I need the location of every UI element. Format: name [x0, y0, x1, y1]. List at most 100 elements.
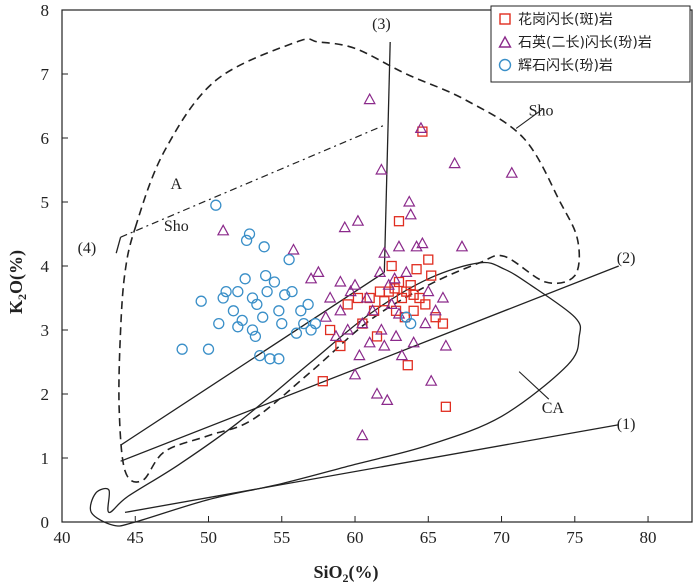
quartz-diorite-point	[389, 329, 403, 341]
y-tick-label: 2	[41, 385, 50, 404]
field-label: A	[170, 176, 182, 193]
y-tick-label: 8	[41, 1, 50, 20]
pyroxene-diorite-point	[213, 317, 225, 330]
field-boundaries	[89, 38, 619, 527]
legend: 花岗闪长(斑)岩 石英(二长)闪长(玢)岩 辉石闪长(玢)岩	[490, 5, 691, 83]
quartz-diorite-point	[375, 323, 388, 335]
granodiorite-point	[352, 292, 364, 304]
pyroxene-diorite-point	[268, 276, 281, 288]
x-tick-label: 55	[273, 528, 290, 547]
quartz-diorite-point	[385, 297, 398, 309]
pyroxene-diorite-point	[309, 317, 322, 330]
granodiorite-point	[374, 286, 386, 297]
granodiorite-point	[317, 376, 328, 387]
granodiorite-point	[437, 318, 449, 329]
granodiorite-point	[423, 254, 434, 265]
quartz-diorite-point	[455, 240, 469, 252]
pyroxene-diorite-point	[295, 305, 307, 317]
quartz-diorite-point	[363, 92, 376, 105]
quartz-diorite-point	[370, 387, 384, 399]
y-tick-label: 0	[41, 513, 50, 532]
quartz-diorite-point	[414, 121, 428, 133]
quartz-diorite-point	[373, 265, 387, 277]
x-tick-label: 70	[493, 528, 510, 547]
quartz-diorite-point	[216, 224, 230, 236]
quartz-diorite-point	[436, 291, 450, 303]
field-label: CA	[542, 400, 565, 417]
pyroxene-diorite-point	[249, 330, 262, 343]
x-tick-label: 75	[566, 528, 583, 547]
pyroxene-diorite-point	[257, 311, 269, 323]
granodiorite-point	[342, 299, 353, 310]
plot-frame	[61, 9, 693, 523]
x-tick-label: 80	[640, 528, 657, 547]
quartz-diorite-point	[416, 236, 429, 249]
quartz-diorite-point	[375, 163, 388, 175]
y-tick-label: 6	[41, 129, 50, 148]
quartz-diorite-point	[334, 275, 347, 287]
legend-label-pyroxene-diorite: 辉石闪长(玢)岩	[518, 58, 613, 74]
quartz-diorite-point	[353, 348, 366, 361]
pyroxene-diorite-point	[239, 273, 251, 285]
quartz-diorite-point	[360, 291, 373, 303]
granodiorite-point	[389, 283, 400, 294]
pyroxene-diorite-point	[260, 269, 272, 282]
y-tick-label: 1	[41, 449, 50, 468]
quartz-diorite-point	[312, 265, 325, 277]
y-tick-label: 7	[41, 65, 50, 84]
boundary-line-4-tick	[115, 237, 122, 254]
quartz-diorite-point	[348, 278, 362, 290]
pyroxene-diorite-point	[258, 241, 270, 253]
quartz-diorite-point	[381, 393, 394, 405]
x-tick-label: 45	[127, 528, 144, 547]
pyroxene-diorite-point	[276, 317, 288, 330]
quartz-diorite-point	[407, 336, 420, 348]
x-axis-title: SiO2(%)	[313, 562, 378, 585]
quartz-diorite-point	[329, 329, 343, 341]
quartz-diorite-point	[403, 195, 416, 207]
y-tick-label: 5	[41, 193, 50, 212]
legend-square-marker	[499, 13, 511, 25]
quartz-diorite-point	[424, 374, 438, 386]
pyroxene-diorite-point	[273, 305, 285, 317]
pyroxene-diorite-point	[217, 292, 229, 304]
granodiorite-point	[402, 360, 413, 371]
quartz-diorite-point	[505, 166, 519, 178]
pyroxene-diorite-point	[290, 327, 303, 339]
pyroxene-diorite-point	[246, 324, 259, 336]
quartz-diorite-point	[319, 310, 332, 322]
granodiorite-point	[414, 292, 425, 304]
pyroxene-diorite-point	[240, 234, 253, 247]
sho-field-outline	[118, 38, 581, 483]
boundary-line-3-vertical	[383, 41, 391, 273]
legend-box	[490, 5, 691, 83]
legend-label-quartz-diorite: 石英(二长)闪长(玢)岩	[518, 34, 652, 51]
x-tick-label: 40	[54, 528, 71, 547]
quartz-diorite-point	[378, 246, 391, 258]
quartz-diorite-point	[348, 368, 362, 380]
pyroxene-diorite-point	[220, 285, 232, 298]
quartz-diorite-point	[338, 220, 351, 233]
quartz-diorite-point	[287, 243, 300, 255]
granodiorite-point	[430, 312, 441, 323]
quartz-diorite-point	[419, 316, 432, 329]
field-label: Sho	[164, 218, 189, 235]
pyroxene-diorite-point	[232, 285, 244, 298]
pyroxene-diorite-point	[227, 305, 240, 317]
pyroxene-diorite-point	[176, 343, 188, 355]
pyroxene-diorite-point	[286, 285, 298, 298]
quartz-diorite-point	[388, 272, 401, 284]
quartz-diorite-point	[392, 240, 406, 252]
quartz-diorite-point	[422, 284, 435, 297]
pyroxene-diorite-point	[279, 289, 291, 301]
quartz-diorite-point	[382, 278, 395, 290]
pyroxene-diorite-point	[298, 317, 310, 330]
ca-field-outline	[89, 261, 582, 527]
granodiorite-point	[440, 401, 452, 412]
pyroxene-diorite-point	[243, 228, 256, 240]
pyroxene-diorite-point	[405, 317, 417, 330]
plot-border	[61, 9, 693, 523]
granodiorite-point	[420, 299, 431, 310]
